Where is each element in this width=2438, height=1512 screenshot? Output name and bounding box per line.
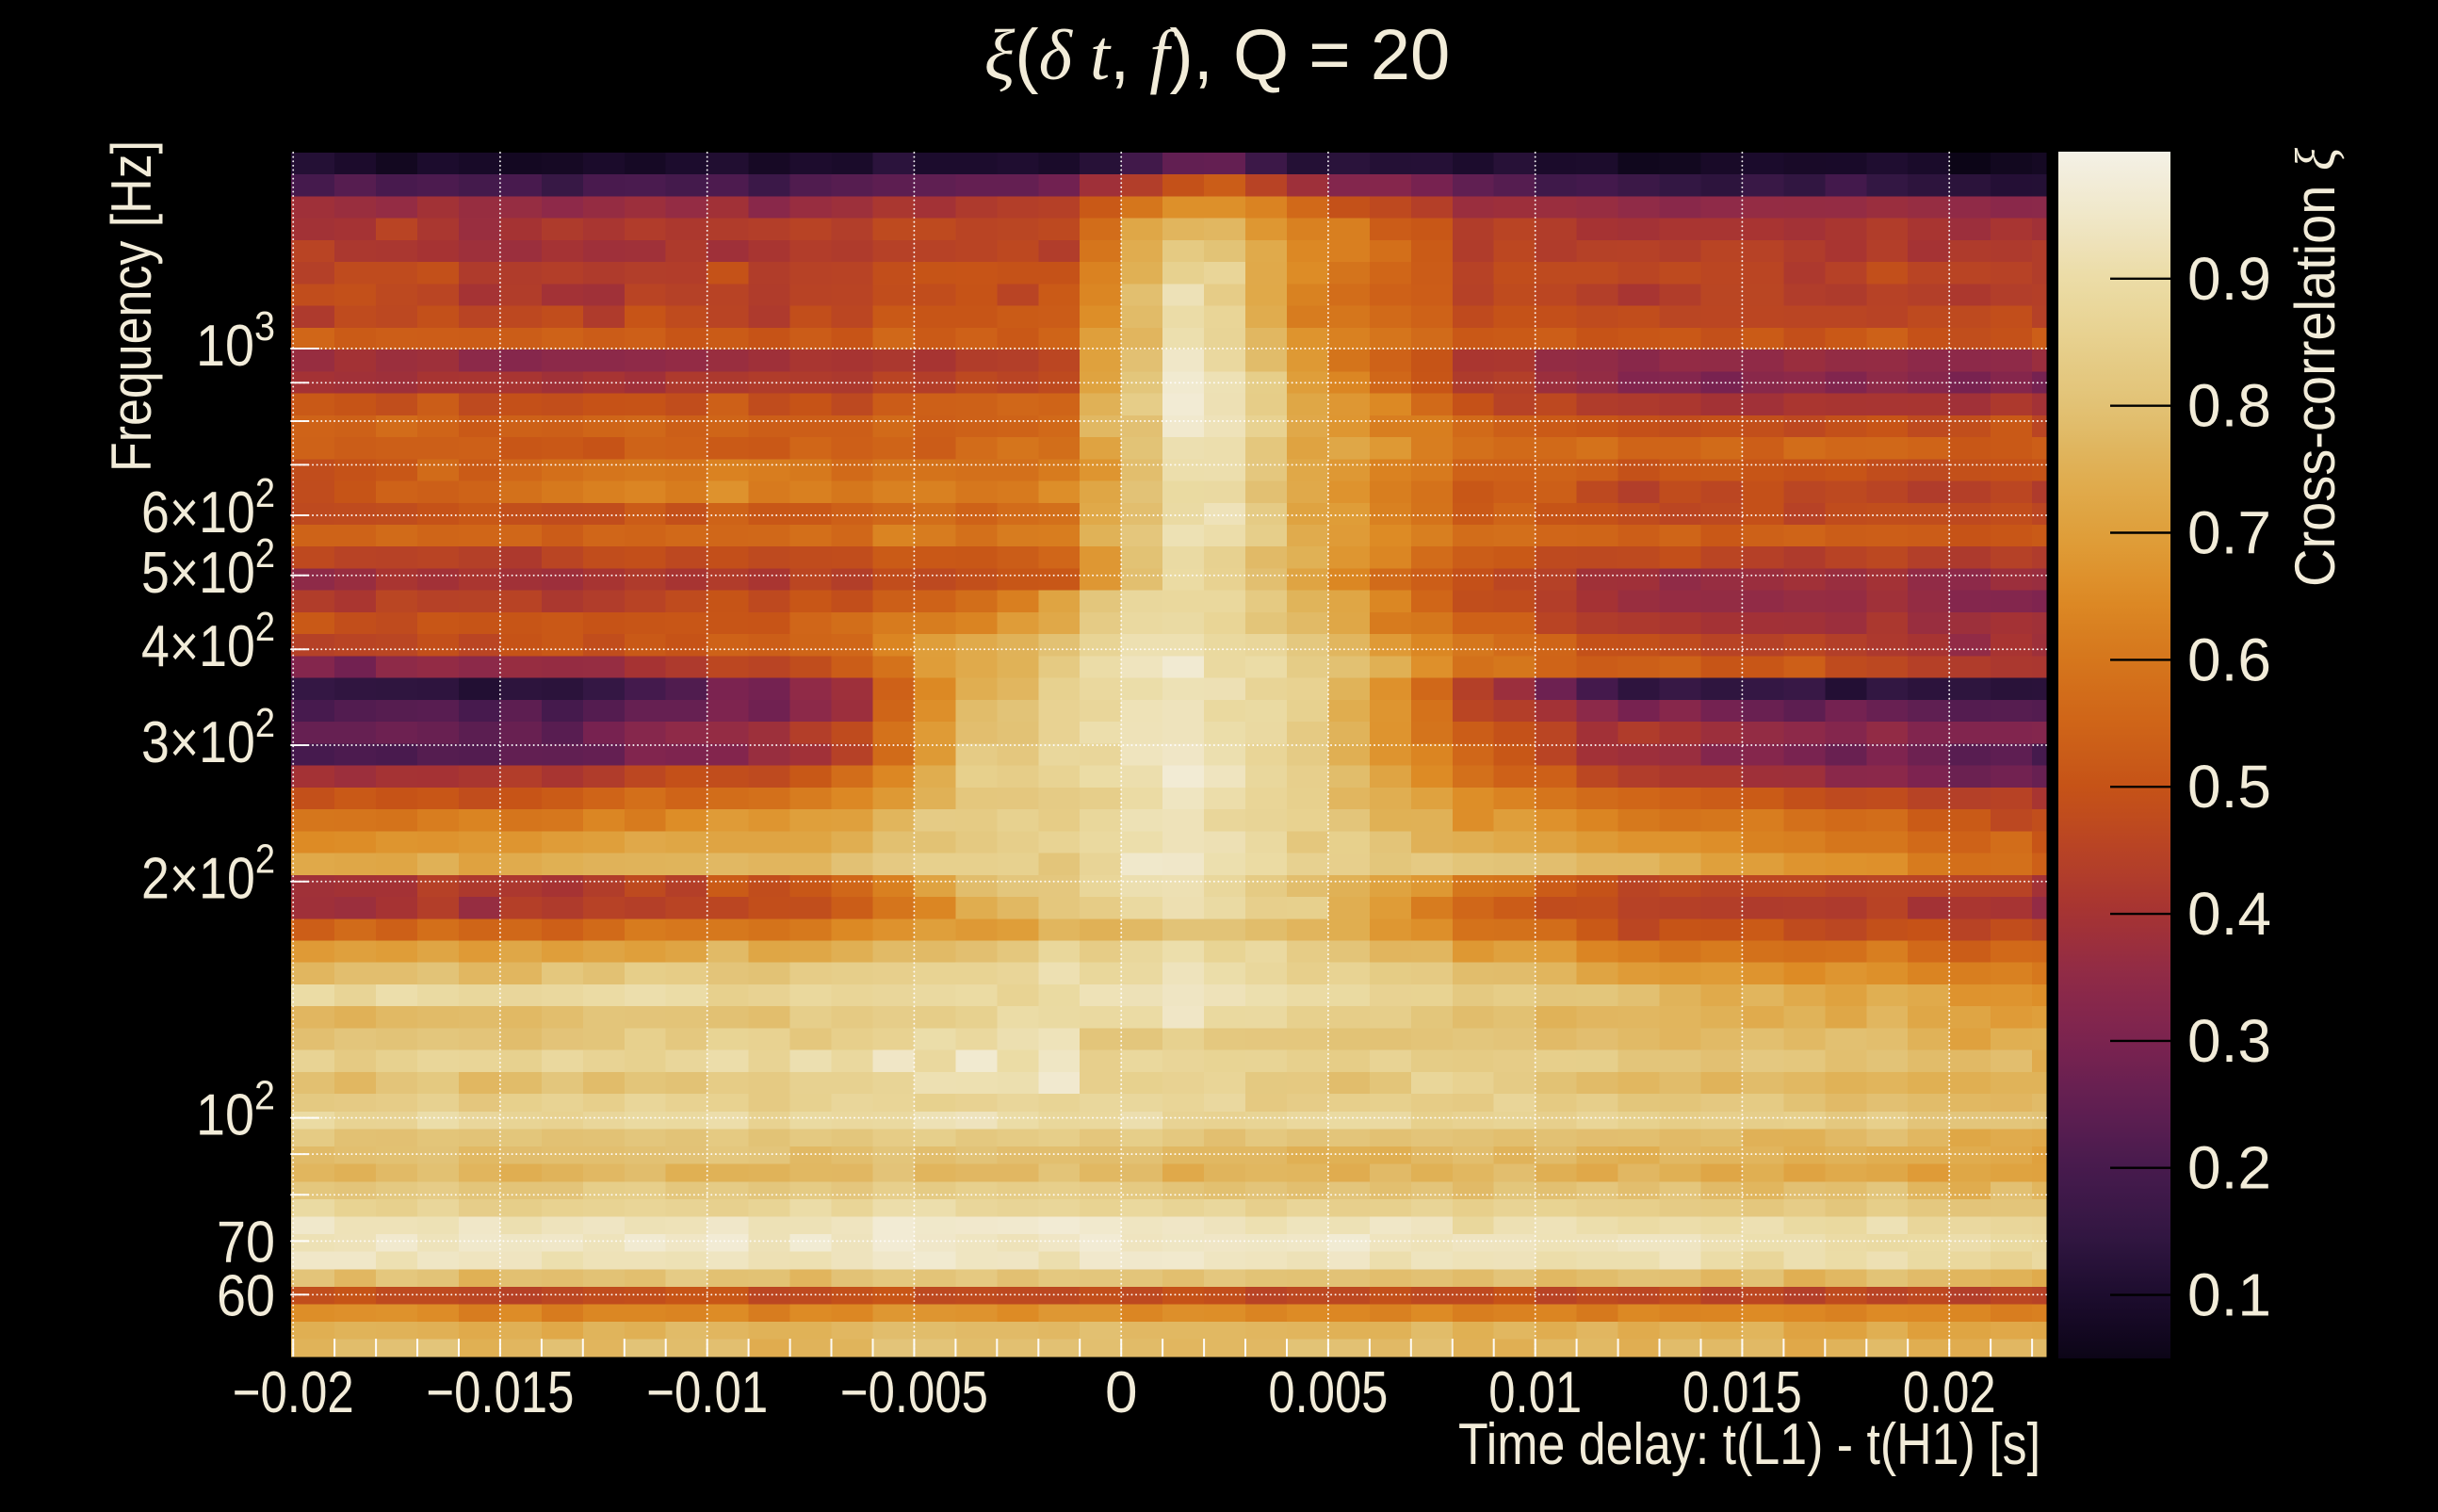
svg-text:ξ(δ t, f), Q = 20: ξ(δ t, f), Q = 20: [984, 15, 1450, 95]
svg-text:−0.015: −0.015: [426, 1360, 574, 1425]
svg-text:0.4: 0.4: [2187, 880, 2271, 948]
svg-text:103: 103: [196, 303, 275, 379]
svg-text:6×102: 6×102: [141, 470, 275, 545]
svg-text:70: 70: [217, 1210, 275, 1275]
svg-text:102: 102: [196, 1073, 275, 1148]
svg-text:−0.02: −0.02: [233, 1360, 354, 1425]
svg-text:Time delay: t(L1) - t(H1) [s]: Time delay: t(L1) - t(H1) [s]: [1458, 1412, 2040, 1477]
svg-text:Frequency [Hz]: Frequency [Hz]: [100, 140, 163, 472]
svg-text:0.5: 0.5: [2187, 753, 2271, 821]
svg-text:−0.005: −0.005: [840, 1360, 988, 1425]
svg-text:0.7: 0.7: [2187, 499, 2271, 567]
svg-text:2×102: 2×102: [141, 837, 275, 912]
svg-text:0.015: 0.015: [1682, 1360, 1802, 1425]
svg-text:4×102: 4×102: [141, 604, 275, 679]
svg-text:3×102: 3×102: [141, 700, 275, 775]
svg-text:0.2: 0.2: [2187, 1134, 2271, 1202]
svg-text:0.3: 0.3: [2187, 1007, 2271, 1075]
svg-text:0.9: 0.9: [2187, 245, 2271, 313]
svg-text:0.01: 0.01: [1488, 1360, 1582, 1425]
svg-text:60: 60: [217, 1263, 275, 1328]
svg-text:0.6: 0.6: [2187, 626, 2271, 693]
svg-text:0.8: 0.8: [2187, 372, 2271, 440]
svg-text:Cross-correlation ξ: Cross-correlation ξ: [2284, 148, 2347, 587]
svg-text:−0.01: −0.01: [646, 1360, 768, 1425]
svg-text:0.02: 0.02: [1903, 1360, 1996, 1425]
svg-text:5×102: 5×102: [141, 530, 275, 606]
svg-text:0.1: 0.1: [2187, 1261, 2271, 1329]
svg-text:0: 0: [1105, 1360, 1137, 1425]
svg-text:0.005: 0.005: [1268, 1360, 1388, 1425]
